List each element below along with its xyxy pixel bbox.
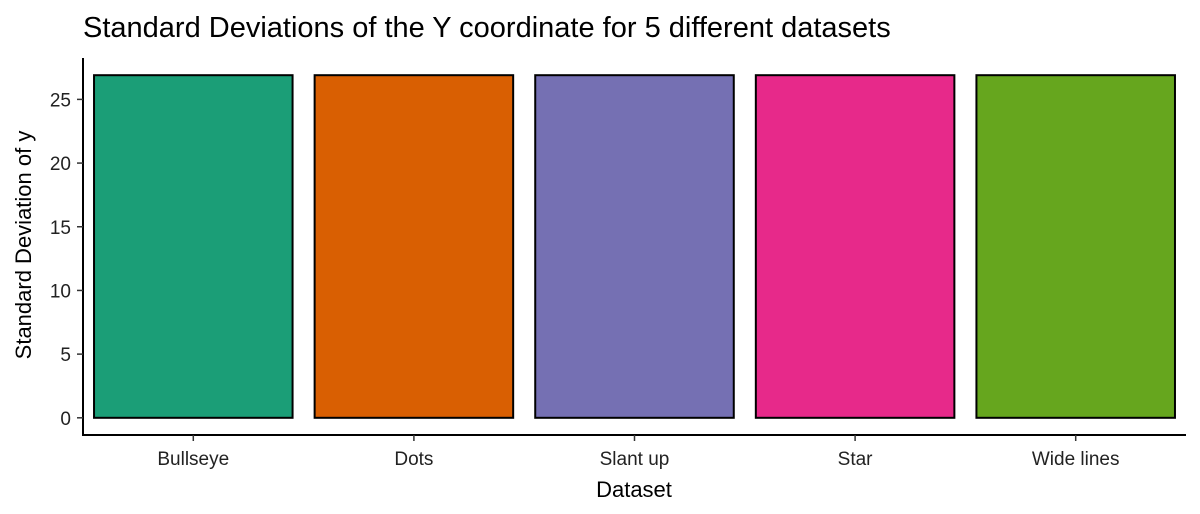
x-tick-label: Star bbox=[838, 449, 874, 470]
y-axis: 0 5 10 15 20 25 bbox=[50, 58, 84, 436]
bar-star bbox=[754, 74, 956, 419]
x-axis: Bullseye Dots Slant up Star Wide lines bbox=[82, 434, 1186, 470]
bar-wide-lines bbox=[975, 74, 1176, 419]
bar-bullseye bbox=[93, 74, 294, 419]
y-tick-label: 20 bbox=[50, 154, 71, 175]
y-tick-label: 10 bbox=[50, 281, 71, 302]
x-axis-title: Dataset bbox=[596, 477, 672, 502]
y-tick-label: 25 bbox=[50, 90, 71, 111]
y-tick-label: 15 bbox=[50, 218, 71, 239]
x-tick-label: Dots bbox=[394, 449, 433, 470]
bars-group bbox=[93, 74, 1176, 419]
x-tick-label: Bullseye bbox=[157, 449, 229, 470]
y-tick-label: 0 bbox=[60, 409, 71, 430]
bar-dots bbox=[313, 74, 515, 419]
x-tick-label: Wide lines bbox=[1032, 449, 1120, 470]
bar-slant-up bbox=[534, 74, 735, 419]
x-tick-label: Slant up bbox=[600, 449, 670, 470]
chart-title: Standard Deviations of the Y coordinate … bbox=[83, 12, 891, 44]
y-axis-title: Standard Deviation of y bbox=[11, 131, 36, 360]
y-tick-label: 5 bbox=[60, 345, 71, 366]
